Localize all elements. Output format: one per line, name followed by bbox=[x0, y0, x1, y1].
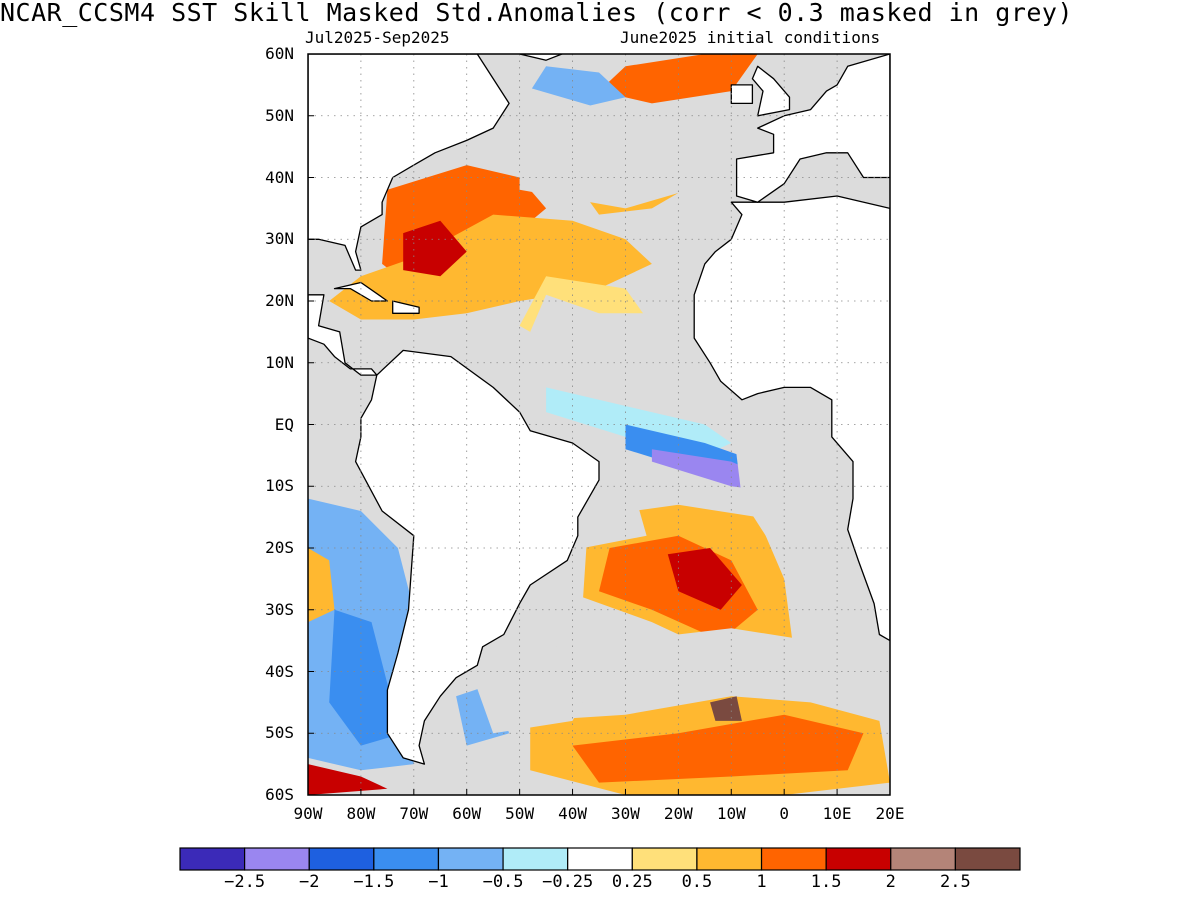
anomaly-region bbox=[651, 362, 721, 413]
map-title: NCAR_CCSM4 SST Skill Masked Std.Anomalie… bbox=[0, 0, 1074, 27]
lon-label: 50W bbox=[505, 804, 535, 823]
lat-label: 20N bbox=[265, 291, 294, 310]
colorbar-swatch bbox=[567, 847, 633, 871]
colorbar-label: −1 bbox=[428, 872, 449, 892]
lat-label: 20S bbox=[265, 538, 294, 557]
colorbar-label: −0.5 bbox=[482, 872, 524, 892]
colorbar-label: −2 bbox=[298, 872, 320, 892]
anomaly-region bbox=[308, 548, 335, 623]
anomaly-region bbox=[572, 498, 647, 548]
lat-label: 50N bbox=[265, 105, 294, 125]
lon-label: 10E bbox=[822, 804, 852, 823]
lat-label: 30N bbox=[265, 229, 294, 249]
axis-ticks bbox=[307, 53, 891, 796]
initial-conditions: June2025 initial conditions bbox=[620, 28, 881, 47]
colorbar-label: 1.5 bbox=[810, 872, 842, 892]
colorbar-swatch bbox=[825, 847, 892, 871]
land-layer bbox=[308, 54, 890, 765]
colorbar-label: 2.5 bbox=[940, 872, 971, 892]
lon-label: 30W bbox=[611, 804, 640, 823]
lat-label: EQ bbox=[274, 414, 294, 434]
grid-lines bbox=[308, 54, 890, 795]
colorbar-swatch bbox=[179, 847, 246, 871]
colorbar-label: 1 bbox=[756, 872, 767, 892]
lat-label: 10S bbox=[265, 476, 294, 496]
anomaly-region bbox=[329, 214, 652, 320]
anomaly-region bbox=[572, 714, 864, 783]
land-greenland bbox=[518, 54, 563, 61]
anomaly-regions bbox=[308, 54, 890, 795]
colorbar-label: 0.5 bbox=[681, 872, 713, 892]
colorbar-swatch bbox=[502, 847, 569, 871]
anomaly-region bbox=[710, 696, 742, 721]
forecast-period: Jul2025-Sep2025 bbox=[305, 28, 450, 47]
land-cuba bbox=[333, 281, 389, 302]
lon-label: 70W bbox=[399, 804, 429, 823]
colorbar-swatch bbox=[954, 847, 1021, 871]
lat-label: 40S bbox=[265, 661, 294, 681]
lon-label: 10W bbox=[716, 804, 746, 823]
lon-label: 90W bbox=[293, 804, 323, 823]
colorbar-swatch bbox=[308, 847, 375, 871]
anomaly-region bbox=[403, 220, 467, 277]
colorbar-swatch bbox=[373, 847, 440, 871]
land-hispaniola bbox=[392, 300, 420, 314]
colorbar-label: 0.25 bbox=[611, 872, 653, 892]
lat-label: 40N bbox=[265, 167, 294, 187]
land-europe bbox=[735, 54, 890, 203]
land-great-britain bbox=[751, 65, 791, 117]
anomaly-region bbox=[466, 640, 599, 734]
colorbar-swatch bbox=[760, 847, 827, 871]
anomaly-region bbox=[667, 548, 742, 610]
colorbar-label: −0.25 bbox=[542, 872, 594, 892]
lon-label: 20E bbox=[875, 804, 905, 823]
lon-label: 0 bbox=[779, 804, 789, 823]
lon-label: 60W bbox=[452, 804, 482, 823]
lon-label: 80W bbox=[346, 804, 376, 823]
anomaly-region bbox=[530, 294, 679, 376]
lon-label: 40W bbox=[558, 804, 587, 823]
colorbar-swatch bbox=[437, 847, 504, 871]
colorbar-swatch bbox=[696, 847, 763, 871]
land-africa bbox=[693, 195, 890, 642]
lat-label: 60S bbox=[265, 785, 294, 804]
lon-label: 20W bbox=[663, 804, 693, 823]
lat-label: 30S bbox=[265, 599, 294, 619]
colorbar-label: −1.5 bbox=[353, 872, 395, 892]
anomaly-region bbox=[308, 764, 388, 795]
lat-label: 10N bbox=[265, 352, 294, 372]
colorbar-swatch bbox=[890, 847, 956, 871]
anomaly-region bbox=[329, 609, 404, 746]
colorbar-label: 2 bbox=[885, 872, 896, 892]
colorbar-swatch bbox=[631, 847, 698, 871]
lat-label: 60N bbox=[265, 44, 294, 63]
anomaly-region bbox=[599, 54, 758, 104]
anomaly-region bbox=[731, 412, 838, 598]
colorbar-swatch bbox=[244, 847, 310, 871]
colorbar-label: −2.5 bbox=[224, 872, 266, 892]
land-ireland bbox=[730, 84, 754, 105]
land-north-america bbox=[308, 54, 510, 271]
lat-label: 50S bbox=[265, 723, 294, 743]
